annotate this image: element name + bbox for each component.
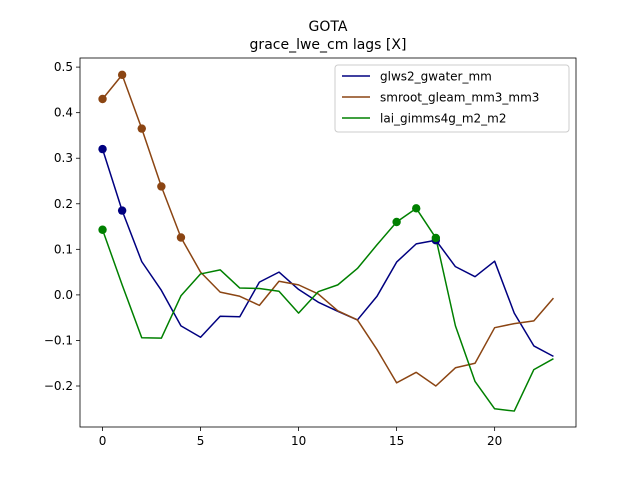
series-line-0 [101, 148, 554, 358]
series-point-0-0 [98, 144, 107, 154]
series-point-1-3 [157, 182, 166, 191]
series-point-1-1 [117, 70, 127, 80]
legend-label-1: smroot_gleam_mm3_mm3 [380, 91, 539, 105]
series-point-2-15 [392, 217, 401, 227]
legend-label-0: glws2_gwater_mm [380, 70, 492, 84]
series-point-1-0 [98, 94, 107, 104]
y-tick-label-7: 0.5 [54, 60, 73, 74]
series-line-2 [101, 207, 554, 412]
plot-area [98, 70, 555, 412]
x-tick-label-2: 10 [291, 434, 306, 448]
series-point-1-2 [137, 124, 146, 133]
axes-frame [79, 57, 577, 428]
legend-label-2: lai_gimms4g_m2_m2 [380, 112, 507, 126]
series-point-2-0 [98, 225, 107, 234]
axes: 0 5 10 15 20 −0.2 −0.1 0.0 0.1 0.2 0.3 0.4 0.5 [44, 57, 577, 448]
series-point-2-16 [412, 204, 421, 213]
y-tick-label-2: 0.0 [54, 288, 73, 302]
x-tick-label-0: 0 [99, 434, 107, 448]
y-tick-label-4: 0.2 [54, 197, 73, 211]
y-tick-label-0: −0.2 [44, 379, 73, 393]
series-point-1-4 [176, 233, 186, 242]
legend-box [334, 64, 570, 133]
x-tick-label-1: 5 [197, 434, 205, 448]
chart-title: GOTA [309, 19, 348, 35]
y-tick-label-6: 0.4 [54, 106, 73, 120]
series-point-0-1 [117, 206, 127, 215]
series-line-1 [101, 74, 555, 387]
series-point-2-17 [431, 233, 441, 243]
y-tick-label-1: −0.1 [44, 333, 73, 347]
x-tick-label-4: 20 [487, 434, 502, 448]
legend: glws2_gwater_mm smroot_gleam_mm3_mm3 lai_g… [334, 64, 570, 133]
y-tick-label-5: 0.3 [54, 151, 73, 165]
y-tick-label-3: 0.1 [54, 242, 73, 256]
x-tick-label-3: 15 [389, 434, 404, 448]
chart-subtitle: grace_lwe_cm lags [X] [250, 37, 407, 53]
